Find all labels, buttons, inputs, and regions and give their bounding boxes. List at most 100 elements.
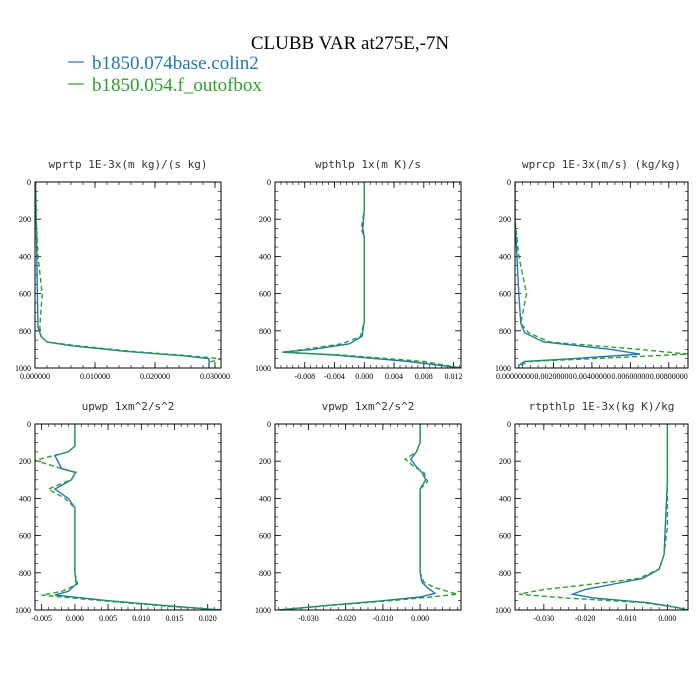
y-tick-label: 400 bbox=[259, 494, 271, 503]
panel-title: wprcp 1E-3x(m/s) (kg/kg) bbox=[522, 158, 681, 171]
x-tick-label: 0.000000 bbox=[20, 372, 50, 381]
series-line-2 bbox=[282, 182, 461, 368]
plot-frame bbox=[274, 423, 462, 611]
y-tick-label: 800 bbox=[499, 327, 511, 336]
x-tick-label: 0.000 bbox=[355, 372, 373, 381]
y-tick-label: 0 bbox=[27, 178, 31, 187]
series-line-2 bbox=[35, 424, 221, 610]
y-tick-label: 1000 bbox=[255, 364, 271, 373]
series-line-1 bbox=[35, 182, 210, 368]
x-tick-label: -0.005 bbox=[31, 614, 52, 623]
plot-frame bbox=[514, 181, 689, 369]
y-tick-label: 400 bbox=[19, 252, 31, 261]
y-tick-label: 800 bbox=[259, 327, 271, 336]
y-tick-label: 1000 bbox=[495, 606, 511, 615]
y-tick-label: 600 bbox=[259, 532, 271, 541]
series-line-1 bbox=[570, 424, 688, 610]
panel-5: vpwp 1xm^2/s^2 0 200 400 600 800 1000 -0.030 -0.… bbox=[255, 400, 462, 623]
x-tick-label: -0.030 bbox=[533, 614, 554, 623]
y-tick-label: 600 bbox=[259, 290, 271, 299]
x-tick-label: 0.008 bbox=[415, 372, 433, 381]
y-tick-label: 400 bbox=[499, 494, 511, 503]
y-tick-label: 800 bbox=[499, 569, 511, 578]
x-tick-label: 0.020000 bbox=[140, 372, 170, 381]
x-tick-label: -0.010 bbox=[616, 614, 637, 623]
series-line-2 bbox=[515, 182, 688, 368]
y-tick-label: 400 bbox=[259, 252, 271, 261]
y-tick-label: 0 bbox=[507, 178, 511, 187]
panel-3: wprcp 1E-3x(m/s) (kg/kg) 0 200 400 600 800 100… bbox=[495, 158, 689, 381]
panel-4: upwp 1xm^2/s^2 0 200 400 600 800 1000-0.005 0.0… bbox=[15, 400, 222, 623]
y-tick-label: 800 bbox=[259, 569, 271, 578]
plot-frame bbox=[274, 181, 462, 369]
panel-6: rtpthlp 1E-3x(kg K)/kg 0 200 400 600 800 1000 -… bbox=[495, 400, 689, 623]
plot-frame bbox=[34, 423, 222, 611]
y-tick-label: 400 bbox=[19, 494, 31, 503]
x-tick-label: 0.00600000 bbox=[611, 372, 649, 381]
x-tick-label: 0.015 bbox=[166, 614, 184, 623]
x-tick-label: -0.030 bbox=[298, 614, 319, 623]
y-tick-label: 0 bbox=[267, 420, 271, 429]
x-tick-label: 0.005 bbox=[99, 614, 117, 623]
plot-frame bbox=[34, 181, 222, 369]
legend: b1850.074base.colin2 b1850.054.f_outofbo… bbox=[68, 53, 262, 96]
y-tick-label: 1000 bbox=[15, 364, 31, 373]
x-tick-label: -0.020 bbox=[335, 614, 356, 623]
x-tick-label: 0.010 bbox=[132, 614, 150, 623]
y-tick-label: 0 bbox=[507, 420, 511, 429]
y-tick-label: 600 bbox=[19, 532, 31, 541]
x-tick-label: 0.020 bbox=[199, 614, 217, 623]
x-tick-label: 0.004 bbox=[385, 372, 403, 381]
y-tick-label: 200 bbox=[259, 215, 271, 224]
y-tick-label: 200 bbox=[259, 457, 271, 466]
y-tick-label: 800 bbox=[19, 569, 31, 578]
x-tick-label: 0.00200000 bbox=[534, 372, 572, 381]
y-tick-label: 200 bbox=[19, 215, 31, 224]
y-tick-label: 200 bbox=[19, 457, 31, 466]
y-tick-label: 0 bbox=[267, 178, 271, 187]
panel-title: rtpthlp 1E-3x(kg K)/kg bbox=[529, 400, 675, 413]
panel-1: wprtp 1E-3x(m kg)/(s kg) 0 200 400 600 800 100… bbox=[15, 158, 230, 381]
y-tick-label: 600 bbox=[499, 532, 511, 541]
series-line-1 bbox=[282, 182, 461, 368]
x-tick-label: 0.00000000 bbox=[496, 372, 534, 381]
y-tick-label: 200 bbox=[499, 215, 511, 224]
x-tick-label: -0.008 bbox=[294, 372, 315, 381]
x-tick-label: 0.010000 bbox=[80, 372, 110, 381]
x-tick-label: 0.000 bbox=[66, 614, 84, 623]
y-tick-label: 1000 bbox=[15, 606, 31, 615]
y-tick-label: 1000 bbox=[495, 364, 511, 373]
legend-label-1: b1850.074base.colin2 bbox=[92, 53, 259, 74]
x-tick-label: 0.000 bbox=[658, 614, 676, 623]
y-tick-label: 800 bbox=[19, 327, 31, 336]
x-tick-label: -0.010 bbox=[373, 614, 394, 623]
series-line-1 bbox=[53, 424, 221, 610]
x-tick-label: 0.000 bbox=[411, 614, 429, 623]
series-line-1 bbox=[515, 182, 641, 368]
x-tick-label: -0.004 bbox=[324, 372, 345, 381]
figure-title: CLUBB VAR at275E,-7N bbox=[251, 33, 450, 54]
y-tick-label: 0 bbox=[27, 420, 31, 429]
y-tick-label: 200 bbox=[499, 457, 511, 466]
y-tick-label: 600 bbox=[19, 290, 31, 299]
series-line-2 bbox=[35, 182, 221, 368]
panels: wprtp 1E-3x(m kg)/(s kg) 0 200 400 600 800 100… bbox=[15, 158, 689, 623]
y-tick-label: 400 bbox=[499, 252, 511, 261]
panel-title: upwp 1xm^2/s^2 bbox=[82, 400, 175, 413]
x-tick-label: 0.030000 bbox=[200, 372, 230, 381]
x-tick-label: 0.012 bbox=[445, 372, 463, 381]
x-tick-label: -0.020 bbox=[575, 614, 596, 623]
series-line-2 bbox=[278, 424, 458, 610]
legend-label-2: b1850.054.f_outofbox bbox=[92, 75, 262, 96]
y-tick-label: 600 bbox=[499, 290, 511, 299]
panel-title: wprtp 1E-3x(m kg)/(s kg) bbox=[49, 158, 208, 171]
series-line-1 bbox=[278, 424, 437, 610]
panel-title: vpwp 1xm^2/s^2 bbox=[322, 400, 415, 413]
y-tick-label: 1000 bbox=[255, 606, 271, 615]
x-tick-label: 0.00800000 bbox=[650, 372, 688, 381]
x-tick-label: 0.00400000 bbox=[573, 372, 611, 381]
panel-2: wpthlp 1x(m K)/s 0 200 400 600 800 1000 -0.008-… bbox=[255, 158, 463, 381]
panel-title: wpthlp 1x(m K)/s bbox=[315, 158, 421, 171]
series-line-2 bbox=[518, 424, 688, 610]
